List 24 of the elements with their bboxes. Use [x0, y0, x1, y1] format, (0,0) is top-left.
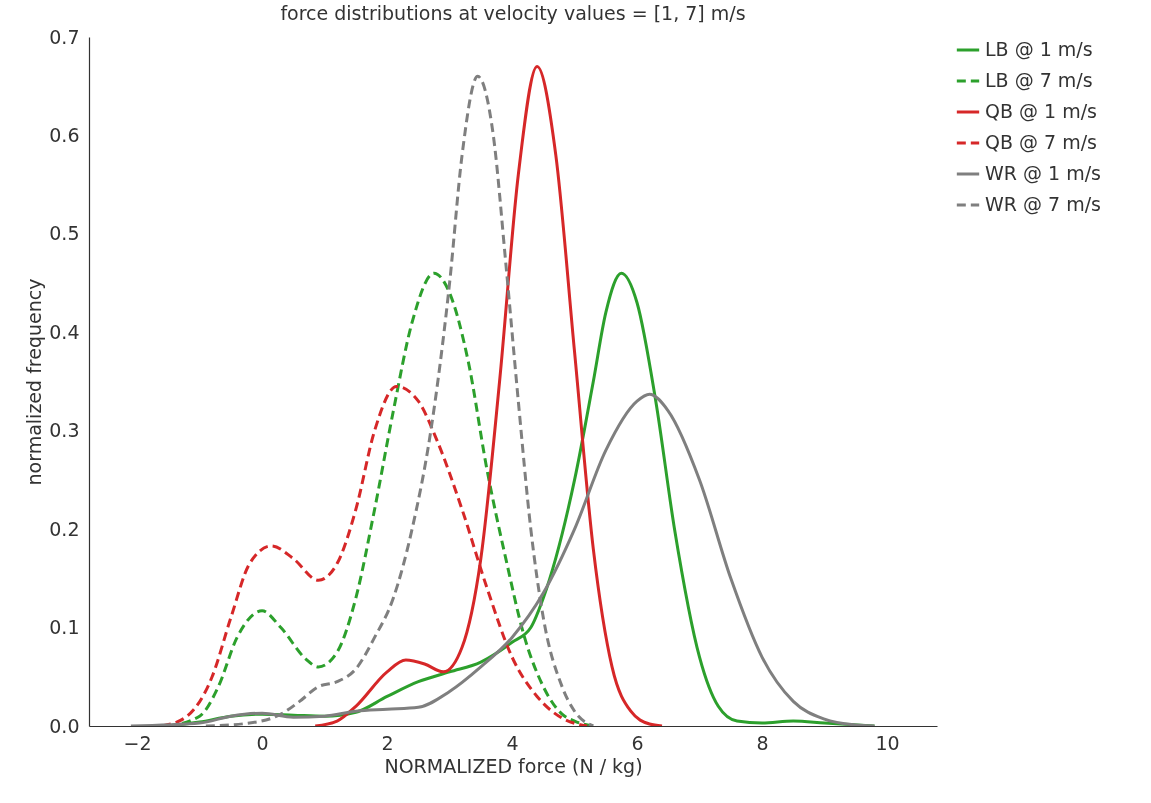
legend-label: LB @ 1 m/s — [985, 38, 1093, 60]
x-tick-label: 6 — [631, 731, 644, 754]
x-tick-label: 10 — [875, 731, 900, 754]
y-tick-label: 0.4 — [49, 320, 80, 343]
legend-label: QB @ 7 m/s — [985, 131, 1098, 153]
x-tick-label: 8 — [756, 731, 769, 754]
legend-label: LB @ 7 m/s — [985, 69, 1093, 91]
legend-label: QB @ 1 m/s — [985, 100, 1098, 122]
y-axis-title: normalized frequency — [23, 278, 46, 486]
legend-label: WR @ 7 m/s — [985, 193, 1102, 215]
y-tick-label: 0.5 — [49, 222, 80, 245]
chart-title: force distributions at velocity values = [1, 7] m/s — [280, 2, 746, 24]
legend-label: WR @ 1 m/s — [985, 162, 1102, 184]
x-tick-label: 2 — [381, 731, 394, 754]
y-tick-label: 0.2 — [49, 517, 80, 540]
y-tick-label: 0.3 — [49, 419, 80, 442]
x-tick-label: 4 — [506, 731, 519, 754]
x-tick-label: −2 — [123, 731, 152, 754]
x-axis-title: NORMALIZED force (N / kg) — [384, 754, 643, 777]
y-tick-label: 0.0 — [49, 714, 80, 737]
y-tick-label: 0.7 — [49, 25, 80, 48]
x-tick-label: 0 — [256, 731, 269, 754]
y-tick-label: 0.1 — [49, 616, 80, 639]
y-tick-label: 0.6 — [49, 123, 80, 146]
